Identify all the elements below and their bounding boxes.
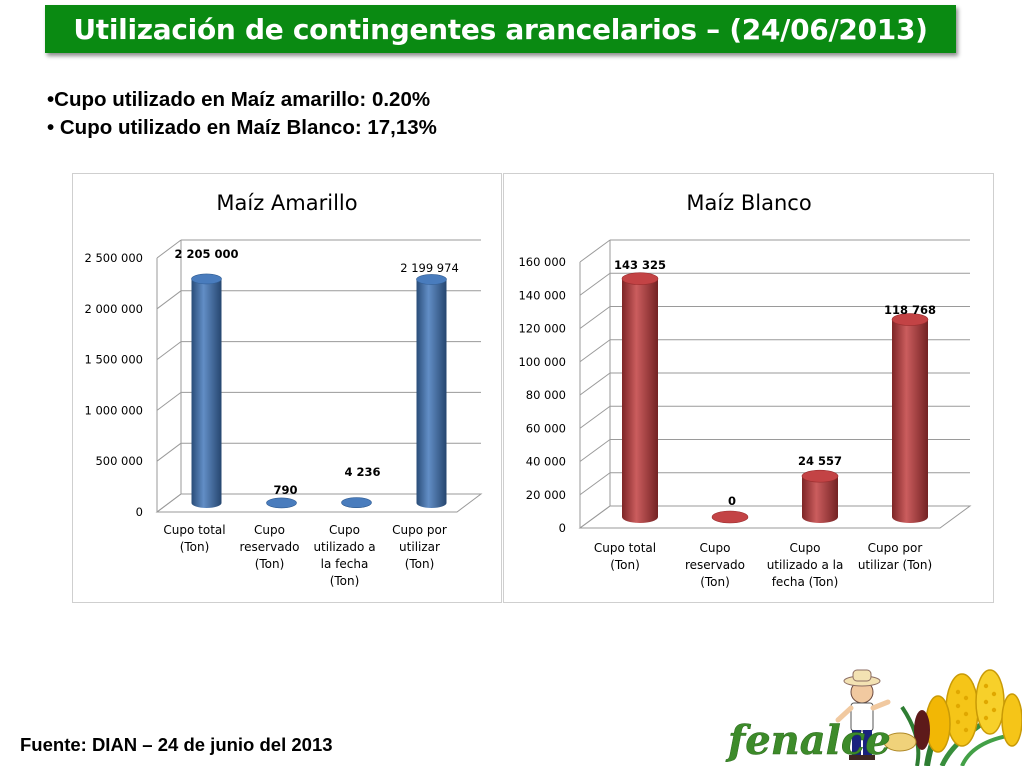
category-label: utilizar — [399, 540, 440, 554]
y-tick-label: 500 000 — [95, 454, 143, 468]
y-tick-label: 0 — [559, 521, 566, 535]
gridline-depth — [579, 239, 611, 263]
bar-body — [892, 319, 928, 523]
data-label: 0 — [728, 494, 736, 508]
data-label: 118 768 — [884, 303, 936, 317]
category-label: (Ton) — [700, 575, 730, 589]
chart-maiz-amarillo-canvas: Maíz Amarillo 0 500 000 1 000 000 1 500 000 2… — [84, 191, 483, 588]
slide-title: Utilización de contingentes arancelarios… — [73, 12, 928, 46]
fenalce-logo: fenalce — [722, 662, 1023, 771]
bar — [711, 510, 749, 524]
bar — [341, 497, 372, 508]
data-label: 2 205 000 — [174, 247, 238, 261]
gridline-depth — [579, 272, 611, 296]
category-label: la fecha — [321, 557, 369, 571]
bar-body — [802, 476, 838, 523]
bar — [266, 497, 297, 509]
category-label: Cupo total — [163, 523, 225, 537]
chart-title: Maíz Amarillo — [216, 191, 357, 215]
data-label: 4 236 — [344, 465, 380, 479]
category-label: Cupo total — [594, 541, 656, 555]
y-tick-label: 160 000 — [518, 255, 566, 269]
y-tick-label: 60 000 — [526, 421, 566, 435]
category-label: (Ton) — [255, 557, 285, 571]
category-label: Cupo por — [868, 541, 923, 555]
category-label: Cupo — [700, 541, 731, 555]
chart-maiz-blanco: Maíz Blanco 0 20 000 40 000 60 000 80 000 100 … — [503, 173, 994, 603]
data-label: 24 557 — [798, 454, 842, 468]
chart-floor — [155, 493, 483, 513]
gridline-depth — [156, 290, 182, 310]
bar-body — [622, 278, 658, 523]
y-tick-label: 1 000 000 — [84, 403, 143, 417]
y-tick-label: 80 000 — [526, 388, 566, 402]
category-label: utilizado a la — [767, 558, 844, 572]
chart-floor — [578, 505, 972, 529]
bar-top — [416, 274, 447, 285]
gridline-depth — [579, 339, 611, 363]
gridline-depth — [156, 391, 182, 411]
bar — [801, 469, 839, 523]
category-label: fecha (Ton) — [772, 575, 839, 589]
bar — [891, 313, 929, 523]
y-tick-label: 2 500 000 — [84, 251, 143, 265]
gridline-depth — [156, 341, 182, 361]
category-label: utilizar (Ton) — [858, 558, 932, 572]
category-label: Cupo — [790, 541, 821, 555]
bar-body — [191, 278, 222, 508]
gridline-depth — [579, 405, 611, 429]
y-tick-label: 2 000 000 — [84, 302, 143, 316]
title-banner: Utilización de contingentes arancelarios… — [45, 5, 956, 53]
y-tick-label: 40 000 — [526, 455, 566, 469]
bar-body — [416, 279, 447, 508]
fenalce-logo-graphic: fenalce — [725, 669, 1023, 768]
gridline-depth — [579, 306, 611, 329]
gridline-depth — [579, 372, 611, 396]
bar-top — [891, 313, 929, 326]
chart-maiz-amarillo: Maíz Amarillo 0 500 000 1 000 000 1 500 000 2… — [72, 173, 502, 603]
category-label: (Ton) — [405, 557, 435, 571]
bar — [621, 272, 659, 523]
gridline-depth — [579, 472, 611, 496]
category-label: (Ton) — [180, 540, 210, 554]
y-tick-label: 0 — [136, 505, 143, 519]
category-label: (Ton) — [610, 558, 640, 572]
chart-maiz-blanco-canvas: Maíz Blanco 0 20 000 40 000 60 000 80 000 100 … — [518, 191, 972, 589]
y-tick-label: 1 500 000 — [84, 353, 143, 367]
bar — [416, 274, 447, 508]
category-label: Cupo — [254, 523, 285, 537]
bullet-list: •Cupo utilizado en Maíz amarillo: 0.20% … — [47, 86, 437, 142]
category-label: Cupo — [329, 523, 360, 537]
fenalce-wordmark: fenalce — [725, 717, 891, 764]
gridline-depth — [156, 442, 182, 462]
chart-title: Maíz Blanco — [686, 191, 811, 215]
y-tick-label: 100 000 — [518, 355, 566, 369]
y-tick-label: 140 000 — [518, 288, 566, 302]
data-label: 790 — [273, 483, 297, 497]
category-label: Cupo por — [392, 523, 447, 537]
bar-top — [621, 272, 659, 286]
source-note: Fuente: DIAN – 24 de junio del 2013 — [20, 734, 333, 755]
category-label: reservado — [239, 540, 299, 554]
category-label: utilizado a — [313, 540, 375, 554]
bullet-white-corn: • Cupo utilizado en Maíz Blanco: 17,13% — [47, 116, 437, 139]
gridline-depth — [579, 439, 611, 462]
bar-top — [341, 497, 372, 508]
category-label: (Ton) — [330, 574, 360, 588]
y-tick-label: 20 000 — [526, 488, 566, 502]
category-label: reservado — [685, 558, 745, 572]
data-label: 2 199 974 — [400, 261, 459, 275]
bar-top — [711, 510, 749, 524]
bar — [191, 273, 222, 508]
bullet-yellow-corn: •Cupo utilizado en Maíz amarillo: 0.20% — [47, 88, 431, 111]
bar-top — [801, 469, 839, 483]
bar-top — [266, 497, 297, 509]
bar-top — [191, 273, 222, 285]
gridline-depth — [156, 239, 182, 259]
y-tick-label: 120 000 — [518, 322, 566, 336]
data-label: 143 325 — [614, 258, 666, 272]
